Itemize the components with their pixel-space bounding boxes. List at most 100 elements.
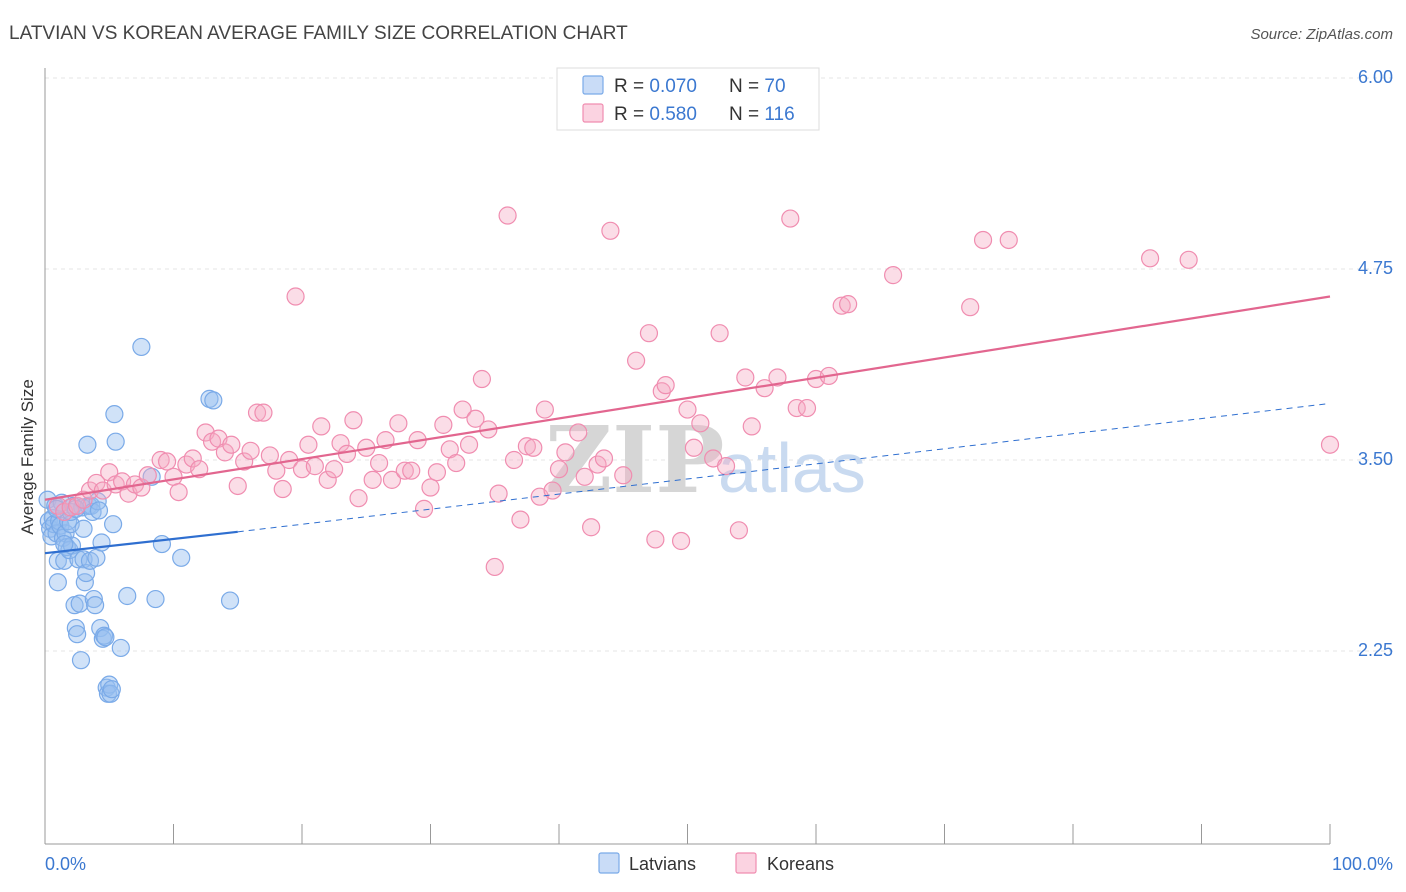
data-point	[111, 638, 130, 658]
data-point	[626, 351, 646, 370]
data-point	[48, 573, 67, 592]
data-point	[427, 463, 447, 482]
data-point	[716, 457, 736, 476]
data-point	[1320, 435, 1340, 454]
data-point	[736, 368, 755, 387]
y-axis-label: Average Family Size	[18, 379, 37, 535]
data-point	[389, 414, 408, 433]
data-point	[691, 414, 710, 433]
data-point	[66, 618, 85, 638]
y-tick-label: 2.25	[1358, 640, 1393, 660]
data-point	[656, 376, 675, 395]
data-point	[511, 510, 530, 529]
data-point	[228, 476, 247, 496]
y-tick-label: 3.50	[1358, 449, 1393, 469]
data-point	[768, 368, 787, 387]
y-tick-label: 4.75	[1358, 258, 1393, 278]
data-point	[235, 452, 254, 471]
series-koreans	[48, 206, 1340, 577]
data-point	[382, 470, 402, 489]
data-point	[132, 337, 151, 357]
data-point	[70, 594, 89, 613]
data-point	[797, 398, 817, 418]
data-point	[524, 438, 543, 457]
data-point	[402, 461, 421, 480]
data-point	[247, 403, 267, 422]
data-point	[96, 628, 115, 647]
data-point	[312, 417, 331, 436]
data-point	[421, 478, 440, 497]
data-point	[286, 287, 305, 306]
data-point	[71, 651, 91, 670]
data-point	[222, 435, 241, 454]
legend-r-label: R =	[614, 76, 649, 97]
legend-n-value: 116	[764, 104, 794, 125]
data-point	[164, 467, 183, 486]
watermark-zip: ZIP	[545, 406, 724, 514]
data-point	[152, 534, 172, 554]
x-tick-labels: 0.0% 100.0%	[45, 854, 1393, 874]
data-point	[84, 589, 103, 609]
data-point	[106, 432, 125, 451]
data-point	[781, 209, 800, 228]
data-point	[104, 515, 123, 534]
data-point	[190, 460, 209, 479]
data-point	[961, 298, 980, 317]
data-point	[305, 457, 324, 476]
data-point	[614, 466, 633, 485]
data-point	[459, 435, 479, 454]
data-point	[68, 625, 87, 644]
y-tick-label: 6.00	[1358, 67, 1393, 87]
legend-top: R = 0.070 N = 70 R = 0.580 N = 116	[556, 67, 820, 131]
data-point	[543, 481, 562, 500]
data-point	[839, 295, 858, 314]
data-point	[710, 324, 729, 343]
trendline-koreans	[44, 295, 1331, 501]
data-point	[151, 450, 170, 470]
data-point	[75, 573, 94, 592]
data-point	[646, 530, 665, 549]
data-point	[517, 437, 536, 456]
data-point	[204, 391, 223, 410]
data-point	[138, 466, 157, 485]
chart-source: Source: ZipAtlas.com	[1250, 26, 1393, 43]
data-point	[489, 484, 508, 503]
watermark: ZIP atlas	[545, 406, 866, 514]
data-point	[349, 489, 368, 508]
data-point	[466, 409, 485, 428]
bottom-legend-latvians: Latvians	[629, 854, 696, 874]
data-point	[260, 446, 279, 465]
data-point	[601, 221, 620, 240]
data-point	[1179, 250, 1198, 269]
legend-r-label: R =	[614, 104, 649, 125]
data-point	[678, 400, 697, 419]
trendline-latvians-dashed	[237, 402, 1331, 533]
data-point	[556, 443, 575, 462]
data-point	[742, 417, 761, 436]
gridlines	[45, 77, 1393, 652]
data-point	[215, 443, 234, 462]
data-point	[671, 531, 691, 551]
data-point	[639, 324, 659, 343]
data-point	[453, 400, 472, 419]
data-point	[787, 398, 806, 418]
data-point	[498, 206, 517, 225]
data-point	[331, 434, 350, 453]
data-point	[832, 296, 851, 315]
y-tick-labels: 2.25 3.50 4.75 6.00	[1358, 67, 1393, 660]
data-point	[582, 518, 601, 537]
data-point	[883, 266, 903, 285]
data-point	[1140, 249, 1160, 268]
data-point	[999, 230, 1018, 250]
data-point	[169, 482, 188, 502]
data-point	[172, 548, 191, 567]
data-point	[973, 230, 993, 250]
legend-n-koreans: N = 116	[729, 104, 795, 125]
data-point	[74, 490, 93, 509]
data-point	[363, 470, 382, 489]
legend-n-label: N =	[729, 104, 764, 125]
legend-n-latvians: N = 70	[729, 76, 786, 97]
bottom-legend-swatch-latvians	[598, 852, 620, 874]
data-point	[575, 467, 594, 486]
data-point	[86, 596, 105, 615]
